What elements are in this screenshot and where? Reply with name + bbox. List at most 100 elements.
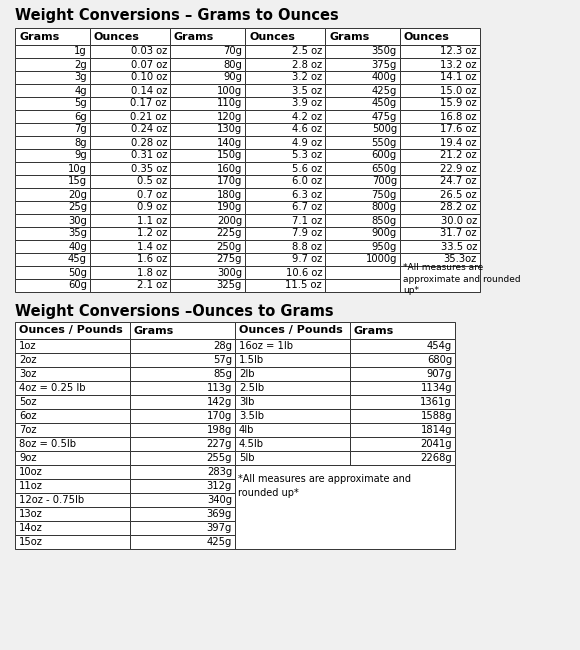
Bar: [15, 149, 90, 162]
Bar: [90, 201, 170, 214]
Bar: [400, 45, 480, 58]
Text: 13.2 oz: 13.2 oz: [440, 60, 477, 70]
Bar: [15, 84, 90, 97]
Bar: [15, 535, 130, 549]
Bar: [170, 162, 245, 175]
Text: 0.31 oz: 0.31 oz: [130, 151, 167, 161]
Text: 20g: 20g: [68, 190, 87, 200]
Text: 16oz = 1lb: 16oz = 1lb: [239, 341, 293, 351]
Text: Grams: Grams: [19, 31, 59, 42]
Bar: [15, 507, 130, 521]
Bar: [235, 381, 350, 395]
Bar: [130, 535, 235, 549]
Bar: [170, 175, 245, 188]
Text: Ounces: Ounces: [94, 31, 140, 42]
Text: 9g: 9g: [74, 151, 87, 161]
Bar: [90, 253, 170, 266]
Bar: [325, 110, 400, 123]
Text: 7g: 7g: [74, 125, 87, 135]
Bar: [245, 279, 325, 292]
Bar: [325, 97, 400, 110]
Text: 50g: 50g: [68, 268, 87, 278]
Text: 7.1 oz: 7.1 oz: [292, 216, 322, 226]
Text: 0.28 oz: 0.28 oz: [130, 138, 167, 148]
Bar: [350, 367, 455, 381]
Bar: [15, 437, 130, 451]
Text: 5.6 oz: 5.6 oz: [292, 164, 322, 174]
Text: 21.2 oz: 21.2 oz: [440, 151, 477, 161]
Bar: [15, 423, 130, 437]
Text: 1361g: 1361g: [420, 397, 452, 407]
Bar: [245, 45, 325, 58]
Text: 8oz = 0.5lb: 8oz = 0.5lb: [19, 439, 76, 449]
Bar: [400, 162, 480, 175]
Text: 0.14 oz: 0.14 oz: [130, 86, 167, 96]
Bar: [15, 253, 90, 266]
Bar: [170, 58, 245, 71]
Text: 4g: 4g: [74, 86, 87, 96]
Bar: [15, 479, 130, 493]
Bar: [90, 28, 170, 45]
Bar: [400, 201, 480, 214]
Text: 5g: 5g: [74, 99, 87, 109]
Text: 750g: 750g: [372, 190, 397, 200]
Text: 225g: 225g: [216, 229, 242, 239]
Text: 475g: 475g: [372, 112, 397, 122]
Bar: [170, 71, 245, 84]
Bar: [350, 339, 455, 353]
Text: 4.2 oz: 4.2 oz: [292, 112, 322, 122]
Text: 11.5 oz: 11.5 oz: [285, 281, 322, 291]
Bar: [325, 162, 400, 175]
Text: 6g: 6g: [74, 112, 87, 122]
Text: 6.3 oz: 6.3 oz: [292, 190, 322, 200]
Text: 30g: 30g: [68, 216, 87, 226]
Text: 198g: 198g: [206, 425, 232, 435]
Bar: [400, 58, 480, 71]
Bar: [170, 279, 245, 292]
Text: 17.6 oz: 17.6 oz: [440, 125, 477, 135]
Text: 28g: 28g: [213, 341, 232, 351]
Text: Grams: Grams: [174, 31, 214, 42]
Text: 907g: 907g: [427, 369, 452, 379]
Bar: [130, 339, 235, 353]
Text: 375g: 375g: [372, 60, 397, 70]
Text: 900g: 900g: [372, 229, 397, 239]
Bar: [15, 322, 130, 339]
Text: 200g: 200g: [217, 216, 242, 226]
Text: 275g: 275g: [216, 255, 242, 265]
Text: 1000g: 1000g: [365, 255, 397, 265]
Bar: [15, 279, 90, 292]
Bar: [90, 149, 170, 162]
Text: Grams: Grams: [329, 31, 369, 42]
Text: 120g: 120g: [216, 112, 242, 122]
Text: 1.8 oz: 1.8 oz: [137, 268, 167, 278]
Text: 325g: 325g: [216, 281, 242, 291]
Bar: [235, 395, 350, 409]
Text: 2lb: 2lb: [239, 369, 255, 379]
Bar: [90, 240, 170, 253]
Bar: [90, 97, 170, 110]
Bar: [400, 214, 480, 227]
Bar: [15, 381, 130, 395]
Text: 350g: 350g: [372, 47, 397, 57]
Bar: [325, 240, 400, 253]
Text: 4.6 oz: 4.6 oz: [292, 125, 322, 135]
Text: 3.2 oz: 3.2 oz: [292, 73, 322, 83]
Bar: [90, 123, 170, 136]
Text: 3lb: 3lb: [239, 397, 255, 407]
Text: 4.9 oz: 4.9 oz: [292, 138, 322, 148]
Bar: [170, 188, 245, 201]
Bar: [400, 227, 480, 240]
Bar: [400, 266, 480, 292]
Bar: [170, 123, 245, 136]
Text: 170g: 170g: [216, 177, 242, 187]
Text: 15oz: 15oz: [19, 537, 43, 547]
Text: 11oz: 11oz: [19, 481, 43, 491]
Text: 0.24 oz: 0.24 oz: [130, 125, 167, 135]
Text: Weight Conversions –Ounces to Grams: Weight Conversions –Ounces to Grams: [15, 304, 333, 319]
Text: 8.8 oz: 8.8 oz: [292, 242, 322, 252]
Bar: [325, 123, 400, 136]
Bar: [245, 227, 325, 240]
Bar: [350, 409, 455, 423]
Bar: [350, 353, 455, 367]
